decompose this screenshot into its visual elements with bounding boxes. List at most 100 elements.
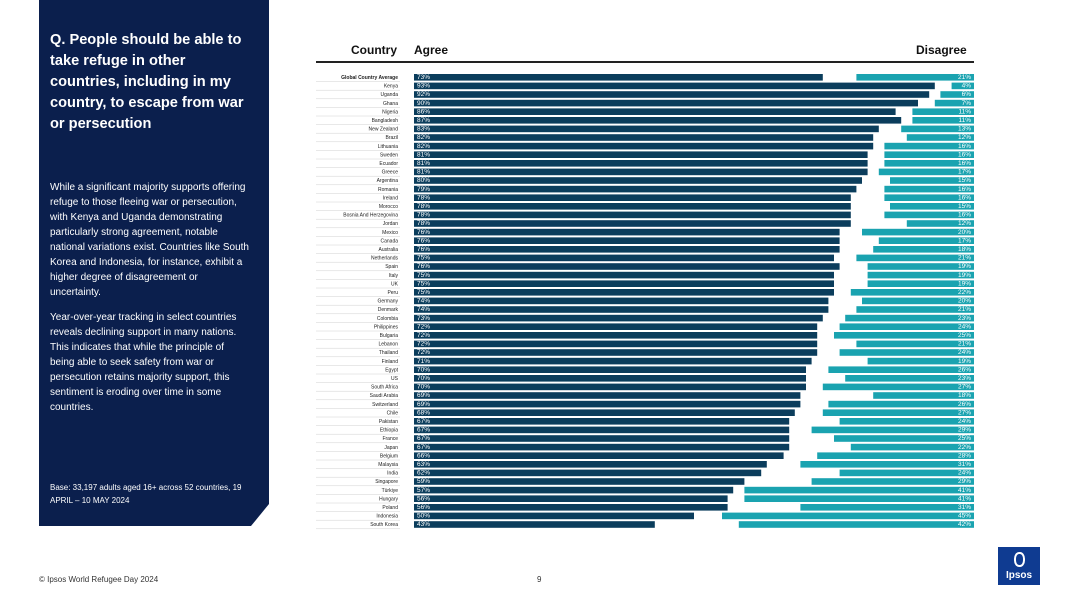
agree-value-label: 81% bbox=[417, 151, 430, 158]
agree-value-label: 72% bbox=[417, 332, 430, 339]
disagree-bar bbox=[906, 220, 974, 227]
disagree-value-label: 11% bbox=[958, 108, 971, 115]
agree-value-label: 86% bbox=[417, 108, 430, 115]
country-label: Greece bbox=[382, 170, 399, 176]
country-label: South Africa bbox=[371, 385, 398, 391]
country-label: Belgium bbox=[380, 453, 398, 459]
agree-value-label: 75% bbox=[417, 289, 430, 296]
footer-copyright: © Ipsos World Refugee Day 2024 bbox=[39, 575, 159, 584]
disagree-value-label: 22% bbox=[958, 289, 971, 296]
disagree-bar bbox=[884, 211, 974, 219]
disagree-value-label: 21% bbox=[958, 306, 971, 313]
disagree-bar bbox=[822, 409, 974, 416]
agree-bar bbox=[414, 469, 762, 477]
agree-bar bbox=[414, 478, 745, 485]
disagree-value-label: 21% bbox=[958, 74, 971, 81]
disagree-value-label: 15% bbox=[958, 203, 971, 210]
disagree-value-label: 20% bbox=[958, 298, 971, 305]
country-label: Philippines bbox=[374, 324, 399, 330]
agree-value-label: 78% bbox=[417, 220, 430, 227]
agree-value-label: 67% bbox=[417, 435, 430, 442]
disagree-value-label: 6% bbox=[962, 91, 972, 98]
disagree-bar bbox=[867, 271, 974, 279]
header-rule bbox=[316, 61, 974, 63]
country-label: Malaysia bbox=[378, 462, 398, 468]
agree-value-label: 90% bbox=[417, 100, 430, 107]
agree-bar bbox=[414, 332, 818, 339]
agree-value-label: 63% bbox=[417, 461, 430, 468]
agree-bar bbox=[414, 246, 840, 253]
agree-value-label: 80% bbox=[417, 177, 430, 184]
agree-value-label: 66% bbox=[417, 452, 430, 459]
agree-bar bbox=[414, 512, 694, 520]
country-label: France bbox=[382, 436, 398, 442]
agree-bar bbox=[414, 314, 823, 322]
agree-bar bbox=[414, 263, 840, 270]
agree-bar bbox=[414, 185, 857, 193]
disagree-value-label: 15% bbox=[958, 177, 971, 184]
country-label: Egypt bbox=[385, 367, 398, 373]
disagree-bar bbox=[890, 203, 974, 210]
disagree-bar bbox=[884, 194, 974, 201]
agree-bar bbox=[414, 177, 862, 184]
agree-value-label: 81% bbox=[417, 160, 430, 167]
disagree-value-label: 45% bbox=[958, 513, 971, 520]
agree-bar bbox=[414, 134, 874, 141]
agree-bar bbox=[414, 357, 812, 365]
disagree-value-label: 26% bbox=[958, 366, 971, 373]
agree-value-label: 56% bbox=[417, 495, 430, 502]
agree-value-label: 68% bbox=[417, 409, 430, 416]
disagree-bar bbox=[839, 349, 974, 356]
disagree-value-label: 24% bbox=[958, 470, 971, 477]
disagree-bar bbox=[884, 160, 974, 167]
country-label: Uganda bbox=[380, 92, 398, 98]
country-label: Türkiye bbox=[382, 488, 399, 494]
disagree-value-label: 27% bbox=[958, 384, 971, 391]
agree-value-label: 50% bbox=[417, 513, 430, 520]
agree-bar bbox=[414, 383, 806, 391]
country-label: Sweden bbox=[380, 152, 398, 158]
disagree-value-label: 16% bbox=[958, 212, 971, 219]
disagree-value-label: 29% bbox=[958, 478, 971, 485]
country-label: Poland bbox=[382, 505, 398, 511]
country-label: Netherlands bbox=[371, 256, 398, 262]
country-label: Ecuador bbox=[379, 161, 398, 167]
agree-value-label: 43% bbox=[417, 521, 430, 528]
disagree-bar bbox=[845, 314, 974, 322]
country-label: Brazil bbox=[385, 135, 398, 141]
country-label: Lebanon bbox=[379, 342, 399, 348]
agree-bar bbox=[414, 504, 728, 511]
disagree-bar bbox=[912, 108, 974, 115]
disagree-bar bbox=[867, 357, 974, 365]
disagree-value-label: 24% bbox=[958, 349, 971, 356]
disagree-bar bbox=[856, 340, 974, 348]
agree-bar bbox=[414, 160, 868, 167]
country-label: South Korea bbox=[370, 522, 398, 528]
country-label: Bosnia And Herzegovina bbox=[343, 213, 398, 219]
country-label: Canada bbox=[380, 238, 398, 244]
disagree-value-label: 25% bbox=[958, 435, 971, 442]
agree-value-label: 67% bbox=[417, 427, 430, 434]
disagree-value-label: 16% bbox=[958, 143, 971, 150]
disagree-bar bbox=[867, 263, 974, 270]
agree-value-label: 72% bbox=[417, 341, 430, 348]
disagree-bar bbox=[878, 168, 974, 176]
country-label: Bulgaria bbox=[380, 333, 399, 339]
base-note: Base: 33,197 adults aged 16+ across 52 c… bbox=[50, 483, 242, 505]
disagree-bar bbox=[901, 125, 974, 133]
agree-bar bbox=[414, 289, 834, 296]
disagree-bar bbox=[845, 375, 974, 382]
disagree-bar bbox=[912, 117, 974, 124]
agree-value-label: 75% bbox=[417, 272, 430, 279]
country-label: Ireland bbox=[383, 195, 399, 201]
agree-value-label: 70% bbox=[417, 375, 430, 382]
country-label: UK bbox=[391, 281, 399, 287]
country-label: Romania bbox=[378, 187, 398, 193]
disagree-bar bbox=[744, 495, 974, 502]
disagree-value-label: 41% bbox=[958, 495, 971, 502]
agree-bar bbox=[414, 495, 728, 502]
agree-bar bbox=[414, 99, 918, 107]
country-label: Mexico bbox=[382, 230, 398, 236]
agree-bar bbox=[414, 168, 868, 176]
country-label: Switzerland bbox=[372, 402, 398, 408]
